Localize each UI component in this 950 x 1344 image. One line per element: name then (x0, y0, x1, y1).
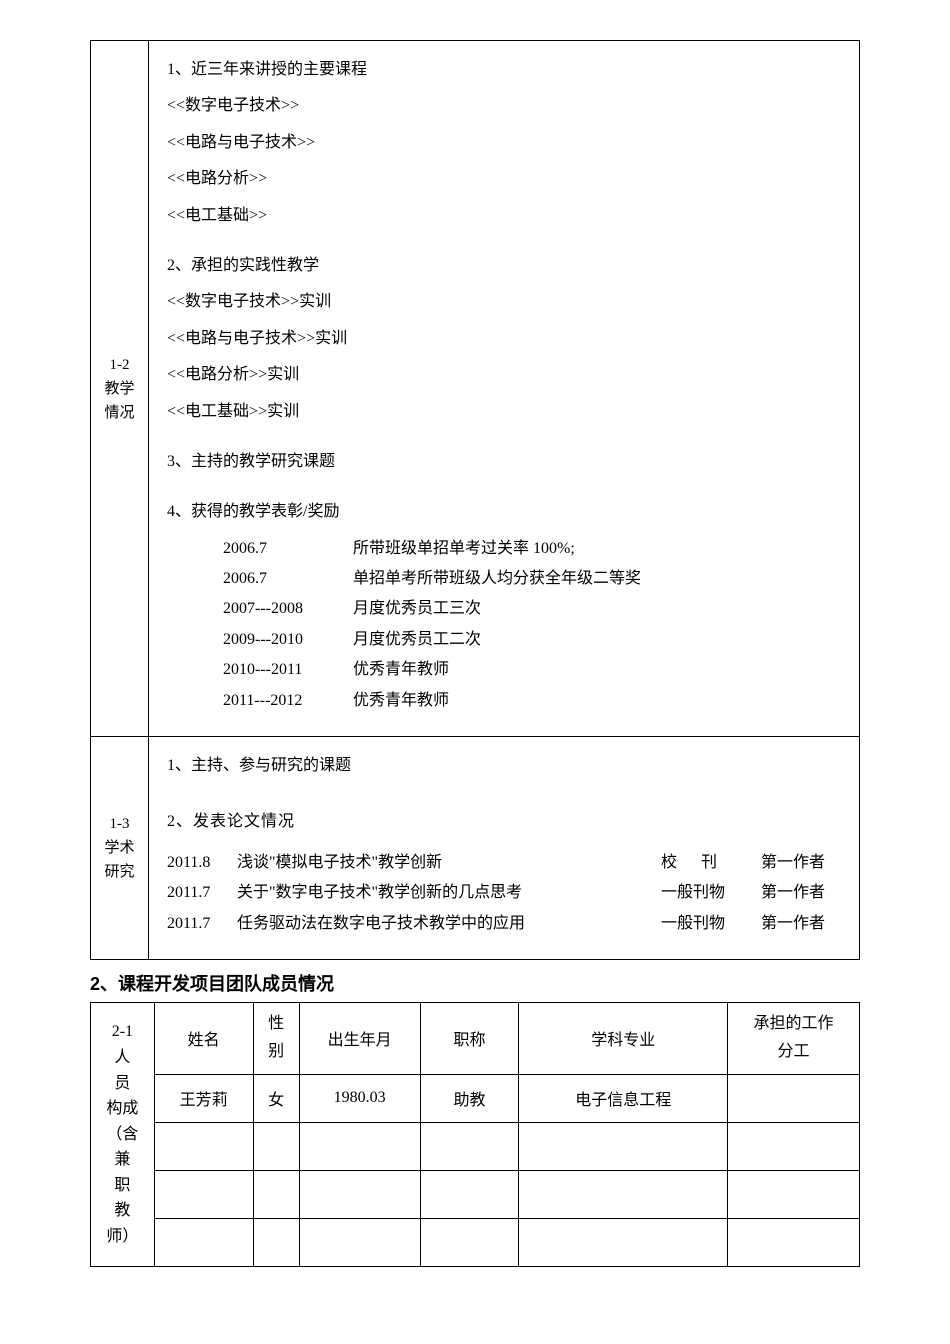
label-1-3: 1-3 学术 研究 (91, 737, 149, 960)
th-major: 学科专业 (519, 1002, 728, 1074)
team-table: 2-1 人员构成（含兼职教师） 姓名 性别 出生年月 职称 学科专业 承担的工作… (90, 1002, 860, 1267)
h-topics: 1、主持、参与研究的课题 (167, 751, 841, 781)
course-1: <<电路与电子技术>> (167, 128, 841, 158)
practice-1: <<电路与电子技术>>实训 (167, 324, 841, 354)
practice-3: <<电工基础>>实训 (167, 397, 841, 427)
team-row-0: 王芳莉 女 1980.03 助教 电子信息工程 (91, 1074, 860, 1122)
label-1-3-t2: 研究 (99, 860, 140, 884)
award-4: 2010---2011优秀青年教师 (167, 655, 841, 685)
cell-sex-1 (253, 1122, 299, 1170)
cell-title-1 (420, 1122, 519, 1170)
cell-birth-0: 1980.03 (299, 1074, 420, 1122)
teaching-table: 1-2 教学 情况 1、近三年来讲授的主要课程 <<数字电子技术>> <<电路与… (90, 40, 860, 960)
cell-task-3 (728, 1218, 860, 1266)
label-1-3-num: 1-3 (99, 812, 140, 836)
award-1: 2006.7单招单考所带班级人均分获全年级二等奖 (167, 564, 841, 594)
label-1-2: 1-2 教学 情况 (91, 41, 149, 737)
cell-title-3 (420, 1218, 519, 1266)
h-research: 3、主持的教学研究课题 (167, 447, 841, 477)
cell-birth-2 (299, 1170, 420, 1218)
h-pubs: 2、发表论文情况 (167, 807, 841, 837)
section-2-heading: 2、课程开发项目团队成员情况 (90, 970, 860, 996)
practice-2: <<电路分析>>实训 (167, 360, 841, 390)
pub-1: 2011.7 关于"数字电子技术"教学创新的几点思考 一般刊物 第一作者 (167, 878, 841, 908)
course-3: <<电工基础>> (167, 201, 841, 231)
course-0: <<数字电子技术>> (167, 91, 841, 121)
cell-title-2 (420, 1170, 519, 1218)
cell-name-3 (154, 1218, 253, 1266)
team-row-2 (91, 1170, 860, 1218)
th-birth: 出生年月 (299, 1002, 420, 1074)
cell-name-0: 王芳莉 (154, 1074, 253, 1122)
cell-task-1 (728, 1122, 860, 1170)
th-task: 承担的工作分工 (728, 1002, 860, 1074)
th-sex: 性别 (253, 1002, 299, 1074)
th-name: 姓名 (154, 1002, 253, 1074)
award-5: 2011---2012优秀青年教师 (167, 686, 841, 716)
cell-name-2 (154, 1170, 253, 1218)
content-1-2: 1、近三年来讲授的主要课程 <<数字电子技术>> <<电路与电子技术>> <<电… (149, 41, 860, 737)
team-row-3 (91, 1218, 860, 1266)
label-2-1-num: 2-1 (99, 1019, 146, 1045)
content-1-3: 1、主持、参与研究的课题 2、发表论文情况 2011.8 浅谈"模拟电子技术"教… (149, 737, 860, 960)
h-practice: 2、承担的实践性教学 (167, 251, 841, 281)
award-0: 2006.7所带班级单招单考过关率 100%; (167, 534, 841, 564)
cell-title-0: 助教 (420, 1074, 519, 1122)
course-2: <<电路分析>> (167, 164, 841, 194)
h-courses: 1、近三年来讲授的主要课程 (167, 55, 841, 85)
award-2: 2007---2008月度优秀员工三次 (167, 594, 841, 624)
cell-major-0: 电子信息工程 (519, 1074, 728, 1122)
h-awards: 4、获得的教学表彰/奖励 (167, 497, 841, 527)
label-1-2-t2: 情况 (99, 401, 140, 425)
award-3: 2009---2010月度优秀员工二次 (167, 625, 841, 655)
cell-sex-0: 女 (253, 1074, 299, 1122)
practice-0: <<数字电子技术>>实训 (167, 287, 841, 317)
cell-sex-3 (253, 1218, 299, 1266)
th-title: 职称 (420, 1002, 519, 1074)
cell-major-2 (519, 1170, 728, 1218)
pub-0: 2011.8 浅谈"模拟电子技术"教学创新 校 刊 第一作者 (167, 848, 841, 878)
cell-major-1 (519, 1122, 728, 1170)
cell-major-3 (519, 1218, 728, 1266)
team-row-1 (91, 1122, 860, 1170)
cell-birth-1 (299, 1122, 420, 1170)
cell-sex-2 (253, 1170, 299, 1218)
cell-name-1 (154, 1122, 253, 1170)
label-1-3-t1: 学术 (99, 836, 140, 860)
cell-task-0 (728, 1074, 860, 1122)
label-1-2-num: 1-2 (99, 353, 140, 377)
cell-birth-3 (299, 1218, 420, 1266)
label-2-1: 2-1 人员构成（含兼职教师） (91, 1002, 155, 1266)
cell-task-2 (728, 1170, 860, 1218)
label-1-2-t1: 教学 (99, 377, 140, 401)
pub-2: 2011.7 任务驱动法在数字电子技术教学中的应用 一般刊物 第一作者 (167, 909, 841, 939)
